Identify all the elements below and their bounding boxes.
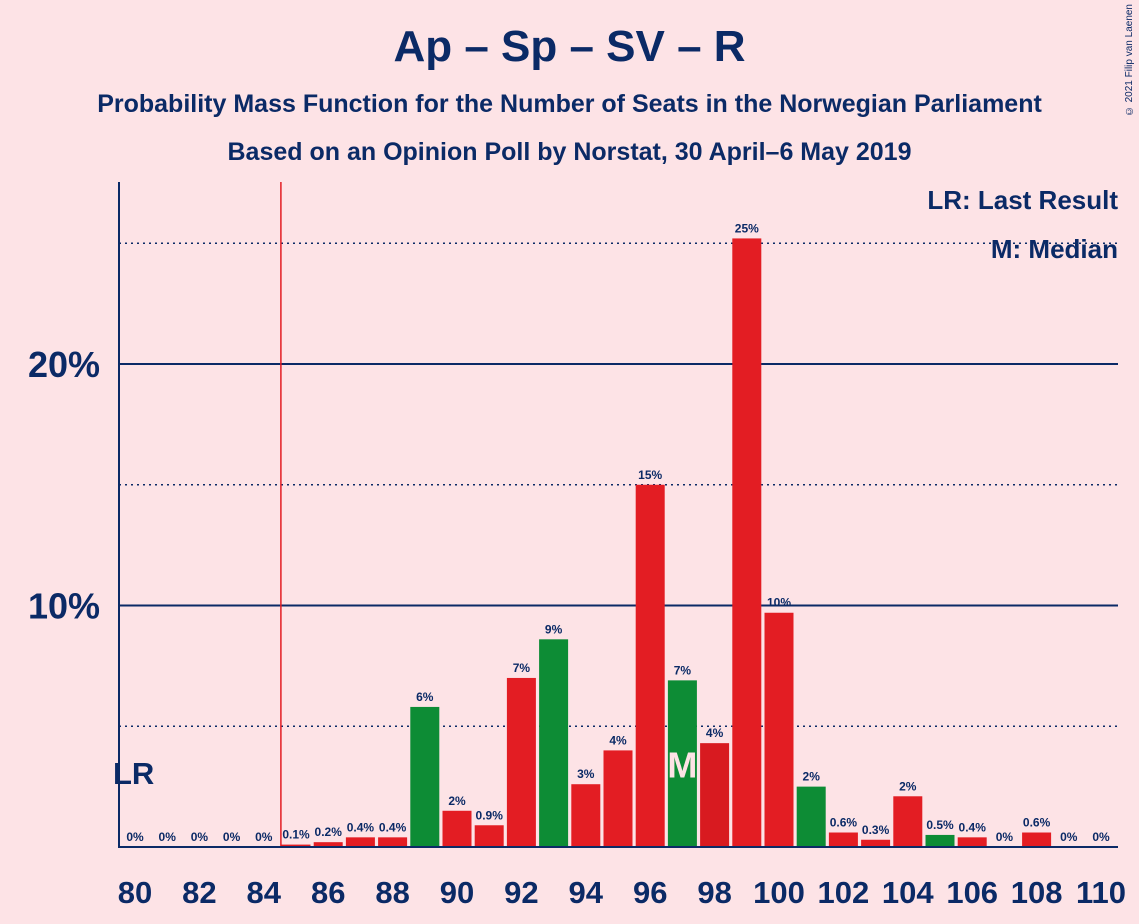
bar-seat-95 (603, 750, 633, 847)
bar-seat-96 (635, 484, 665, 847)
value-label: 0.4% (959, 820, 987, 834)
bar-seat-97 (667, 680, 697, 847)
bar-seat-87 (345, 837, 375, 847)
bar-seat-104 (893, 796, 923, 847)
bar-seat-90 (442, 810, 472, 847)
value-label: 0.5% (926, 818, 954, 832)
chart-subtitle-2: Based on an Opinion Poll by Norstat, 30 … (227, 138, 912, 166)
value-label: 0% (255, 830, 273, 844)
value-label: 0% (1092, 830, 1110, 844)
bar-seat-91 (474, 825, 504, 847)
value-label: 7% (513, 661, 531, 675)
value-label: 0.4% (379, 820, 407, 834)
value-label: 4% (609, 733, 627, 747)
value-label: 15% (638, 468, 662, 482)
x-tick-label: 104 (882, 875, 934, 910)
x-tick-label: 106 (946, 875, 998, 910)
bar-seat-101 (796, 786, 826, 847)
x-tick-label: 92 (504, 875, 538, 910)
x-tick-label: 90 (440, 875, 474, 910)
x-tick-label: 86 (311, 875, 345, 910)
value-labels: 0% 0% 0% 0% 0% 0.1% 0.2% 0.4% 0.4% 6% 2% 0.9% 7% 9% 3%… (126, 221, 1110, 844)
value-label: 0% (126, 830, 144, 844)
value-label: 4% (706, 726, 724, 740)
gridlines (119, 182, 1118, 847)
bar-seat-100 (764, 612, 794, 847)
y-tick-label: 20% (28, 344, 100, 385)
legend-median: M: Median (991, 234, 1118, 264)
bar-seat-86 (313, 842, 343, 847)
x-tick-label: 82 (182, 875, 216, 910)
value-label: 6% (416, 690, 434, 704)
value-label: 0.6% (1023, 816, 1051, 830)
value-label: 0.3% (862, 823, 890, 837)
legend-last-result: LR: Last Result (927, 185, 1118, 215)
bar-seat-85 (281, 844, 311, 847)
x-tick-label: 94 (569, 875, 604, 910)
value-label: 0.1% (282, 828, 310, 842)
bar-seat-108 (1022, 832, 1052, 847)
value-label: 0% (996, 830, 1014, 844)
value-label: 0.9% (476, 808, 504, 822)
value-label: 9% (545, 622, 563, 636)
chart-subtitle-1: Probability Mass Function for the Number… (97, 90, 1042, 118)
x-tick-label: 102 (818, 875, 870, 910)
value-label: 7% (674, 663, 692, 677)
value-label: 0% (191, 830, 209, 844)
bar-seat-99 (732, 238, 762, 848)
x-tick-label: 84 (247, 875, 282, 910)
value-label: 0% (223, 830, 241, 844)
bar-seat-88 (378, 837, 408, 847)
median-marker: M (667, 745, 697, 786)
value-label: 0.2% (315, 825, 343, 839)
bar-seat-103 (861, 839, 891, 847)
value-label: 2% (803, 770, 821, 784)
x-tick-label: 80 (118, 875, 152, 910)
bar-seat-92 (506, 677, 536, 847)
x-tick-label: 110 (1076, 875, 1126, 910)
bar-seat-89 (410, 706, 440, 847)
bar-seat-93 (539, 639, 569, 847)
x-tick-label: 108 (1011, 875, 1063, 910)
x-tick-label: 98 (697, 875, 731, 910)
value-label: 0.4% (347, 820, 375, 834)
value-label: 2% (448, 794, 466, 808)
value-label: 25% (735, 221, 759, 235)
bars (281, 238, 1052, 848)
value-label: 0% (1060, 830, 1078, 844)
value-label: 0% (159, 830, 177, 844)
bar-seat-94 (571, 784, 601, 847)
value-label: 2% (899, 779, 917, 793)
x-tick-label: 96 (633, 875, 667, 910)
bar-seat-98 (700, 743, 730, 847)
bar-seat-105 (925, 834, 955, 847)
value-label: 10% (767, 596, 791, 610)
x-tick-label: 100 (753, 875, 805, 910)
x-tick-label: 88 (375, 875, 409, 910)
y-tick-label: 10% (28, 586, 100, 627)
chart-title: Ap – Sp – SV – R (393, 22, 746, 71)
bar-seat-102 (828, 832, 858, 847)
bar-seat-106 (957, 837, 987, 847)
value-label: 3% (577, 767, 595, 781)
value-label: 0.6% (830, 816, 858, 830)
